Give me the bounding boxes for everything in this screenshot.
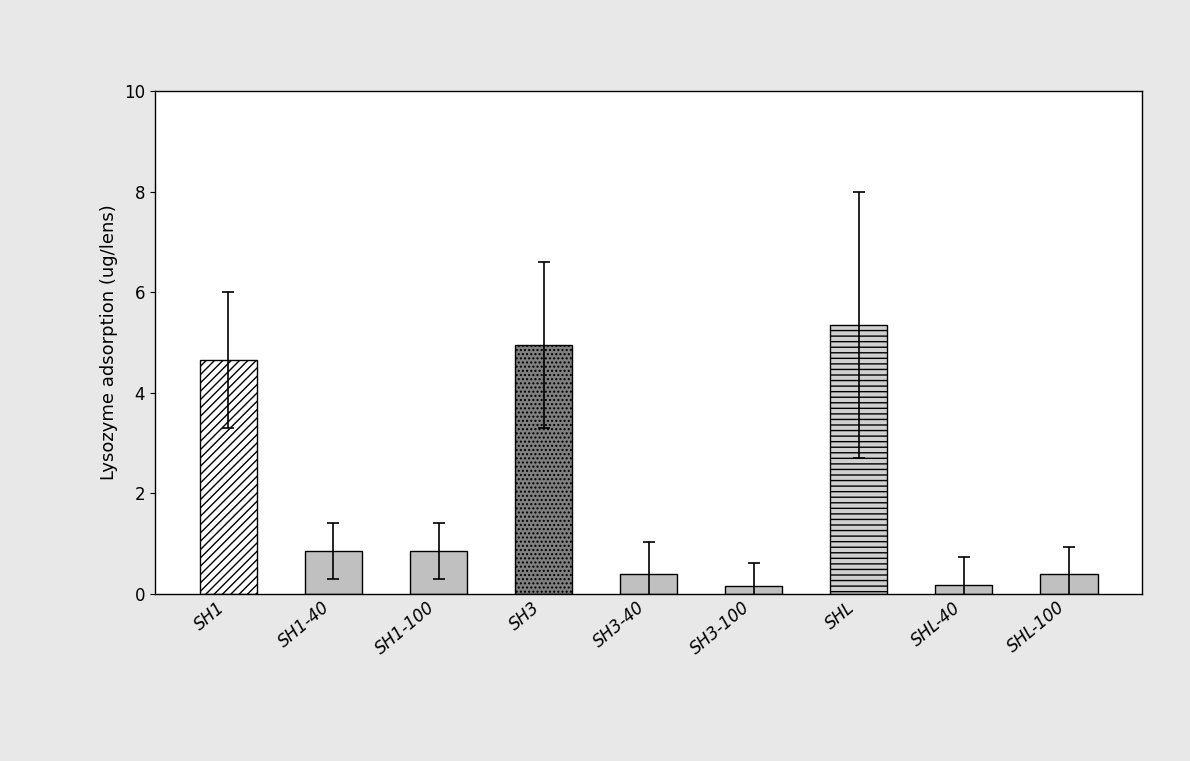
Bar [514,345,572,594]
Bar [200,360,257,594]
Bar [725,586,783,594]
Bar [620,575,677,594]
Bar [934,584,992,594]
Y-axis label: Lysozyme adsorption (ug/lens): Lysozyme adsorption (ug/lens) [100,205,118,480]
Bar [829,325,888,594]
Bar [409,551,468,594]
Bar [305,551,363,594]
Bar [1040,575,1097,594]
